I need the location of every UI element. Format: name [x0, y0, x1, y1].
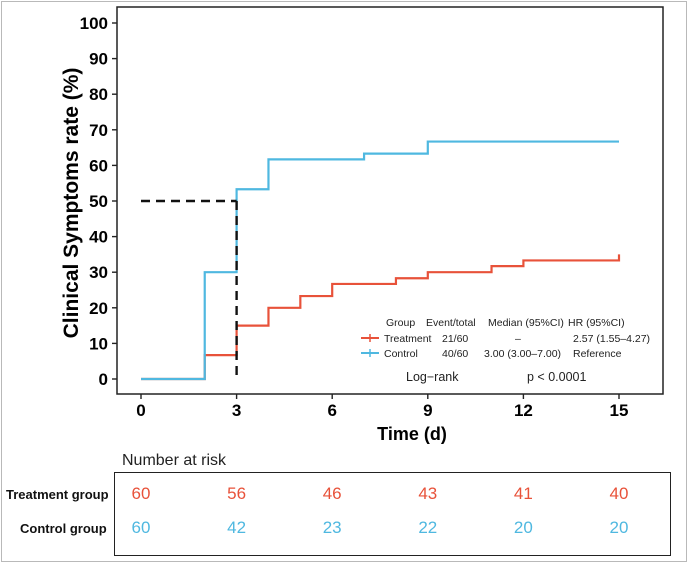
risk-value-control: 42: [227, 518, 247, 537]
x-tick-label: 0: [136, 401, 145, 420]
legend-events: 21/60: [442, 333, 468, 345]
y-tick-label: 70: [89, 121, 108, 140]
y-tick-label: 100: [80, 14, 108, 33]
risk-value-control: 22: [418, 518, 438, 537]
risk-value-control: 60: [131, 518, 151, 537]
y-tick-label: 50: [89, 192, 108, 211]
legend-hr: 2.57 (1.55–4.27): [573, 333, 650, 345]
risk-table-title: Number at risk: [122, 452, 227, 469]
y-tick-label: 60: [89, 156, 108, 175]
risk-value-treatment: 43: [418, 484, 438, 503]
legend-header: Median (95%CI): [488, 317, 564, 329]
series-line-control: [141, 140, 619, 381]
risk-table-box: [114, 472, 671, 556]
legend-header: HR (95%CI): [568, 317, 625, 329]
legend-median: –: [515, 333, 521, 345]
y-tick-label: 10: [89, 334, 108, 353]
legend-group: Treatment: [384, 333, 432, 345]
y-tick-label: 40: [89, 228, 108, 247]
legend-header: Group: [386, 317, 415, 329]
y-axis-label: Clinical Symptoms rate (%): [60, 68, 83, 339]
x-tick-label: 15: [610, 401, 629, 420]
x-tick-label: 9: [423, 401, 432, 420]
legend-header: Event/total: [426, 317, 476, 329]
y-tick-label: 20: [89, 299, 108, 318]
legend-events: 40/60: [442, 348, 468, 360]
risk-value-treatment: 60: [131, 484, 151, 503]
x-tick-label: 3: [232, 401, 241, 420]
legend-median: 3.00 (3.00–7.00): [484, 348, 561, 360]
y-tick-label: 0: [99, 370, 108, 389]
y-tick-label: 90: [89, 50, 108, 69]
risk-value-control: 23: [322, 518, 342, 537]
logrank-p-value: p < 0.0001: [527, 370, 586, 384]
risk-value-treatment: 46: [322, 484, 342, 503]
risk-row-label-control: Control group: [20, 521, 107, 536]
series-line-treatment: [141, 254, 621, 381]
legend-group: Control: [384, 348, 418, 360]
risk-row-label-treatment: Treatment group: [6, 487, 109, 502]
legend-hr: Reference: [573, 348, 622, 360]
risk-value-treatment: 41: [513, 484, 533, 503]
x-tick-label: 6: [327, 401, 336, 420]
y-tick-label: 30: [89, 263, 108, 282]
km-plot: 0 10 20 30 40 50 60 70 80 90 100 0 3 6 9 12 15 Time (d) Cl…: [60, 6, 664, 444]
logrank-label: Log−rank: [406, 370, 459, 384]
risk-value-control: 20: [609, 518, 629, 537]
x-tick-label: 12: [514, 401, 533, 420]
risk-value-treatment: 40: [609, 484, 629, 503]
risk-value-treatment: 56: [227, 484, 247, 503]
risk-value-control: 20: [513, 518, 533, 537]
y-tick-label: 80: [89, 85, 108, 104]
x-axis-label: Time (d): [377, 424, 447, 444]
